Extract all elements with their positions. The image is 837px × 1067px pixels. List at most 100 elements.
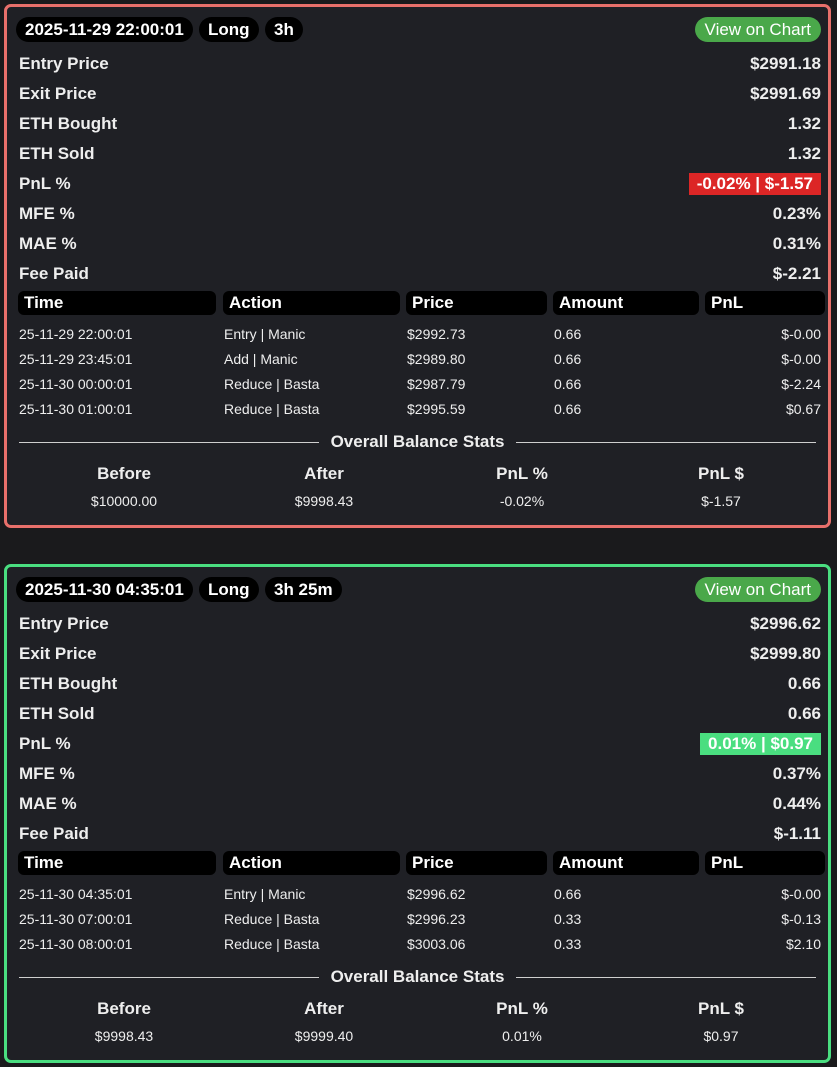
table-cell: $2992.73 — [407, 326, 466, 342]
balance-header: PnL % — [496, 999, 548, 1018]
stat-value: 0.31% — [772, 234, 821, 253]
stat-value: 0.01% | $0.97 — [700, 733, 821, 755]
table-cell: $2996.23 — [407, 911, 466, 927]
stat-value: 1.32 — [787, 144, 821, 163]
stat-value: 0.66 — [787, 704, 821, 723]
table-cell: 25-11-29 22:00:01 — [19, 326, 133, 342]
stat-value: $2999.80 — [750, 644, 821, 663]
stat-label: ETH Sold — [19, 144, 95, 163]
table-cell: 0.66 — [554, 376, 582, 392]
stat-label: PnL % — [19, 734, 71, 753]
balance-value: $9998.43 — [294, 493, 354, 509]
stat-value: $2991.18 — [750, 54, 821, 73]
table-cell: 0.66 — [554, 886, 582, 902]
table-header: Amount — [553, 851, 699, 875]
stat-label: MFE % — [19, 764, 75, 783]
stat-label: Exit Price — [19, 84, 97, 103]
table-cell: 25-11-30 00:00:01 — [19, 376, 133, 392]
header-duration: 3h — [265, 17, 303, 42]
table-cell: 25-11-30 07:00:01 — [19, 911, 133, 927]
table-cell: Reduce | Basta — [224, 401, 320, 417]
balance-title-text: Overall Balance Stats — [318, 432, 517, 451]
stat-label: Fee Paid — [19, 824, 89, 843]
balance-header: Before — [97, 999, 151, 1018]
header-datetime: 2025-11-29 22:00:01 — [16, 17, 193, 42]
stat-value: 1.32 — [787, 114, 821, 133]
balance-title-text: Overall Balance Stats — [318, 967, 517, 986]
stat-label: MAE % — [19, 234, 77, 253]
balance-header: PnL $ — [698, 999, 744, 1018]
balance-header: PnL $ — [698, 464, 744, 483]
table-cell: $-0.00 — [781, 351, 821, 367]
stat-label: ETH Bought — [19, 674, 118, 693]
table-cell: 25-11-30 01:00:01 — [19, 401, 133, 417]
table-header: PnL — [705, 851, 825, 875]
table-cell: Entry | Manic — [224, 886, 306, 902]
header-side: Long — [199, 577, 259, 602]
balance-title: Overall Balance Stats — [7, 966, 828, 988]
table-cell: Add | Manic — [224, 351, 298, 367]
table-cell: Reduce | Basta — [224, 936, 320, 952]
table-cell: 0.66 — [554, 351, 582, 367]
table-cell: $-2.24 — [781, 376, 821, 392]
table-header: Price — [406, 291, 547, 315]
stat-label: Entry Price — [19, 614, 109, 633]
table-cell: 25-11-29 23:45:01 — [19, 351, 133, 367]
table-cell: Reduce | Basta — [224, 911, 320, 927]
balance-header: After — [304, 464, 344, 483]
header-side: Long — [199, 17, 259, 42]
stat-value: $2996.62 — [750, 614, 821, 633]
table-header: Amount — [553, 291, 699, 315]
balance-value: 0.01% — [502, 1028, 542, 1044]
header-datetime: 2025-11-30 04:35:01 — [16, 577, 193, 602]
stat-label: ETH Bought — [19, 114, 118, 133]
stat-label: ETH Sold — [19, 704, 95, 723]
view-chart-button[interactable]: View on Chart — [694, 577, 821, 602]
table-cell: 25-11-30 08:00:01 — [19, 936, 133, 952]
table-cell: $2996.62 — [407, 886, 466, 902]
table-cell: $2.10 — [785, 936, 821, 952]
header-duration: 3h 25m — [265, 577, 342, 602]
stat-label: Exit Price — [19, 644, 97, 663]
stat-value: $-1.11 — [773, 824, 821, 843]
table-cell: Entry | Manic — [224, 326, 306, 342]
table-cell: 25-11-30 04:35:01 — [19, 886, 133, 902]
table-cell: $2987.79 — [407, 376, 466, 392]
stat-label: MFE % — [19, 204, 75, 223]
stat-label: Entry Price — [19, 54, 109, 73]
table-cell: 0.33 — [554, 936, 582, 952]
table-cell: $-0.13 — [781, 911, 821, 927]
balance-header: After — [304, 999, 344, 1018]
table-header: Time — [18, 851, 216, 875]
table-header: Action — [223, 291, 400, 315]
view-chart-button[interactable]: View on Chart — [694, 17, 821, 42]
table-header: Price — [406, 851, 547, 875]
stat-value: 0.44% — [772, 794, 821, 813]
stat-value: 0.37% — [772, 764, 821, 783]
table-cell: $2989.80 — [407, 351, 466, 367]
balance-value: $9998.43 — [94, 1028, 154, 1044]
trade-card: 2025-11-30 04:35:01 Long 3h 25m View on Cha… — [4, 564, 831, 1063]
table-cell: 0.66 — [554, 401, 582, 417]
table-cell: $-0.00 — [781, 326, 821, 342]
stat-value: $-2.21 — [772, 264, 821, 283]
stat-value: $2991.69 — [750, 84, 821, 103]
stat-value: -0.02% | $-1.57 — [688, 173, 821, 195]
trade-card: 2025-11-29 22:00:01 Long 3h View on Chart En… — [4, 4, 831, 528]
balance-value: $10000.00 — [90, 493, 158, 509]
balance-value: $0.97 — [703, 1028, 739, 1044]
table-cell: $-0.00 — [781, 886, 821, 902]
table-cell: $3003.06 — [407, 936, 466, 952]
table-header: Time — [18, 291, 216, 315]
table-cell: $2995.59 — [407, 401, 466, 417]
table-header: Action — [223, 851, 400, 875]
balance-title: Overall Balance Stats — [7, 431, 828, 453]
balance-header: Before — [97, 464, 151, 483]
stat-value: 0.23% — [772, 204, 821, 223]
table-header: PnL — [705, 291, 825, 315]
table-cell: 0.66 — [554, 326, 582, 342]
stat-label: PnL % — [19, 174, 71, 193]
table-cell: $0.67 — [785, 401, 821, 417]
stat-label: Fee Paid — [19, 264, 89, 283]
